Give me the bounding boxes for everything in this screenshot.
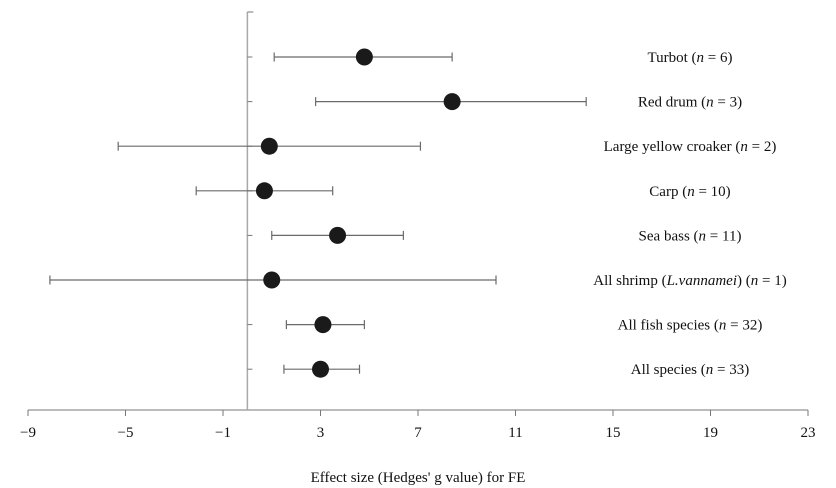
effect-size-point: [255, 182, 273, 200]
x-axis-label: Effect size (Hedges' g value) for FE: [311, 470, 526, 486]
effect-size-point: [329, 226, 347, 244]
series-label: All shrimp (L.vannamei) (n = 1): [593, 273, 786, 289]
series-label: All fish species (n = 32): [618, 318, 763, 334]
x-tick-label: 7: [414, 425, 422, 441]
series-label: Carp (n = 10): [649, 184, 730, 200]
x-tick-label: 19: [703, 425, 718, 441]
x-tick-label: −9: [20, 425, 36, 441]
forest-row: All fish species (n = 32): [285, 316, 763, 334]
forest-row: Carp (n = 10): [195, 182, 731, 200]
forest-rows: Turbot (n = 6) Red drum (n = 3) Large yell…: [49, 48, 787, 378]
series-label: Sea bass (n = 11): [639, 228, 742, 244]
effect-size-point: [314, 316, 332, 334]
effect-size-point: [355, 48, 373, 66]
x-tick-label: 3: [317, 425, 325, 441]
series-label: Large yellow croaker (n = 2): [604, 139, 777, 155]
x-tick-label: 23: [801, 425, 816, 441]
forest-row: Sea bass (n = 11): [271, 226, 742, 244]
forest-row: Red drum (n = 3): [315, 93, 742, 111]
effect-size-point: [263, 271, 281, 289]
forest-row: All species (n = 33): [283, 360, 749, 378]
series-label: Turbot (n = 6): [647, 50, 732, 66]
effect-size-point: [312, 360, 329, 378]
forest-row: Large yellow croaker (n = 2): [117, 137, 777, 155]
x-axis-ticks: −9 −5 −1 3 7 11 15 19 23: [20, 410, 816, 441]
forest-row: All shrimp (L.vannamei) (n = 1): [49, 271, 787, 289]
series-label: Red drum (n = 3): [638, 95, 742, 111]
x-tick-label: 11: [508, 425, 522, 441]
effect-size-point: [260, 137, 278, 155]
x-tick-label: −1: [215, 425, 231, 441]
series-label: All species (n = 33): [631, 362, 749, 378]
x-tick-label: 15: [606, 425, 621, 441]
effect-size-point: [443, 93, 461, 111]
forest-row: Turbot (n = 6): [273, 48, 733, 66]
x-tick-label: −5: [118, 425, 134, 441]
